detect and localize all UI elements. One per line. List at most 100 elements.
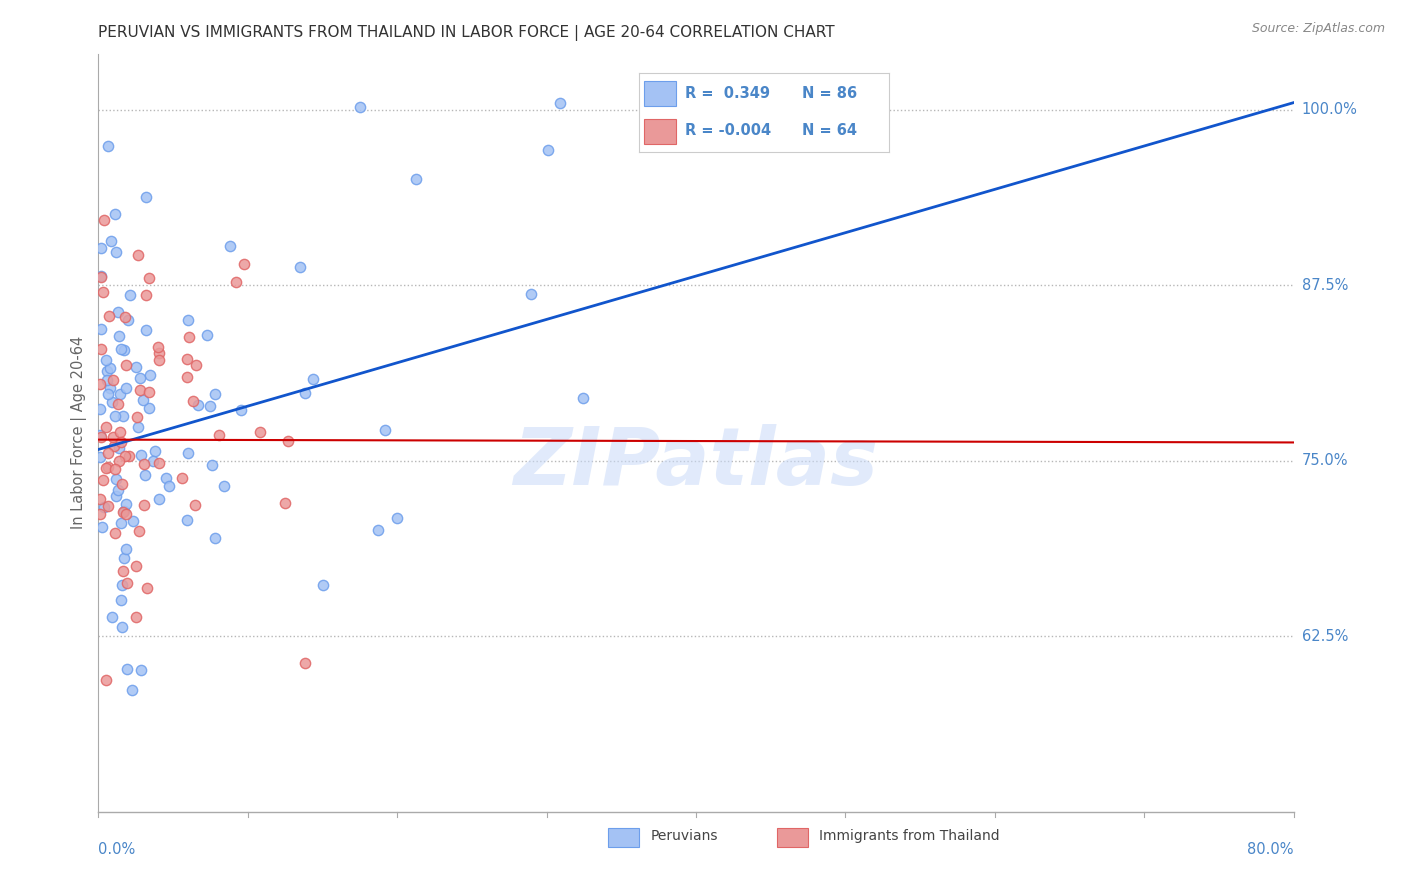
Point [374, 423, 396, 437]
Point [181, 393, 204, 408]
Text: 62.5%: 62.5% [1302, 629, 1348, 644]
Text: 75.0%: 75.0% [1302, 453, 1348, 468]
Point [176, 351, 198, 366]
Point [98, 310, 121, 324]
Point [91, 285, 114, 299]
Point [537, 143, 560, 157]
Point [115, 576, 138, 591]
Point [120, 287, 142, 301]
Point [148, 353, 170, 368]
Point [177, 446, 200, 460]
Point [94, 461, 117, 475]
Point [111, 577, 134, 591]
Point [121, 514, 143, 528]
Point [138, 271, 160, 285]
Point [103, 373, 125, 387]
Text: 100.0%: 100.0% [1302, 103, 1358, 117]
Point [176, 369, 198, 384]
Point [111, 564, 134, 578]
Point [112, 504, 135, 518]
Point [97, 446, 120, 460]
Point [117, 662, 139, 676]
Point [274, 496, 297, 510]
Point [128, 383, 150, 397]
Point [142, 454, 165, 468]
Point [101, 394, 124, 409]
Point [349, 100, 371, 114]
Point [204, 387, 226, 401]
Point [177, 330, 200, 344]
Point [90, 241, 112, 255]
Point [107, 483, 129, 497]
Point [157, 479, 180, 493]
Point [125, 410, 148, 425]
Point [121, 682, 143, 697]
Point [91, 473, 114, 487]
Point [294, 656, 316, 670]
Text: ZIPatlas: ZIPatlas [513, 424, 879, 502]
FancyBboxPatch shape [644, 80, 676, 106]
Point [110, 435, 132, 450]
Point [108, 442, 131, 456]
Point [89, 428, 111, 442]
Point [177, 313, 200, 327]
Point [111, 476, 134, 491]
Point [100, 234, 122, 248]
Point [104, 526, 127, 541]
Point [105, 472, 128, 486]
Text: 80.0%: 80.0% [1247, 842, 1294, 857]
Point [101, 610, 124, 624]
Point [108, 387, 131, 401]
Point [104, 409, 127, 424]
Point [110, 516, 132, 530]
Point [112, 343, 135, 357]
Point [201, 458, 224, 473]
Text: R = -0.004: R = -0.004 [685, 123, 772, 138]
FancyBboxPatch shape [644, 119, 676, 144]
Point [548, 95, 571, 110]
Point [89, 508, 111, 522]
Point [125, 609, 148, 624]
Point [97, 138, 120, 153]
Point [94, 353, 117, 368]
Point [131, 663, 153, 677]
Point [155, 471, 177, 485]
Point [115, 497, 138, 511]
Point [89, 450, 111, 464]
Point [115, 542, 138, 557]
Point [184, 498, 207, 512]
Point [212, 479, 235, 493]
Point [148, 491, 170, 506]
Point [96, 364, 118, 378]
Point [97, 387, 120, 401]
Text: N = 86: N = 86 [801, 87, 856, 101]
Point [115, 381, 138, 395]
Point [200, 399, 222, 413]
Point [294, 385, 316, 400]
Point [90, 269, 112, 284]
Text: R =  0.349: R = 0.349 [685, 87, 770, 101]
Point [302, 372, 325, 386]
Point [520, 287, 543, 301]
Point [208, 427, 231, 442]
Point [127, 420, 149, 434]
Point [148, 340, 170, 354]
Point [89, 491, 111, 506]
Point [89, 402, 111, 417]
Point [136, 581, 159, 595]
Point [148, 346, 170, 360]
Point [387, 511, 409, 525]
Point [405, 172, 427, 186]
Point [134, 467, 156, 482]
Text: N = 64: N = 64 [801, 123, 856, 138]
Point [115, 507, 138, 521]
Point [572, 391, 595, 405]
Point [187, 398, 209, 412]
Point [128, 371, 150, 385]
Text: 0.0%: 0.0% [98, 842, 135, 857]
Point [148, 456, 170, 470]
Point [225, 276, 247, 290]
Point [111, 505, 134, 519]
Point [290, 260, 312, 274]
Point [110, 342, 132, 356]
